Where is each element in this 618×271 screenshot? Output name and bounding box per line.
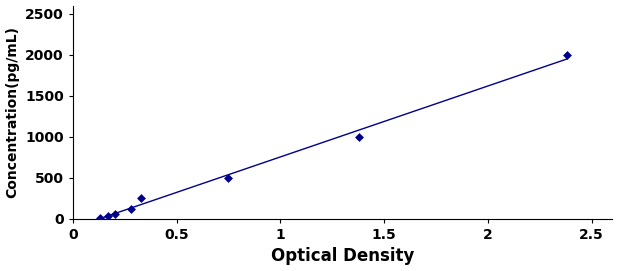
Y-axis label: Concentration(pg/mL): Concentration(pg/mL) xyxy=(6,26,20,198)
Point xyxy=(223,176,233,180)
Point xyxy=(137,196,146,201)
Point xyxy=(110,212,120,216)
Point xyxy=(95,215,105,220)
Point xyxy=(126,207,136,211)
Point xyxy=(562,53,572,57)
Point xyxy=(103,214,113,218)
Point xyxy=(354,135,364,139)
X-axis label: Optical Density: Optical Density xyxy=(271,247,414,265)
